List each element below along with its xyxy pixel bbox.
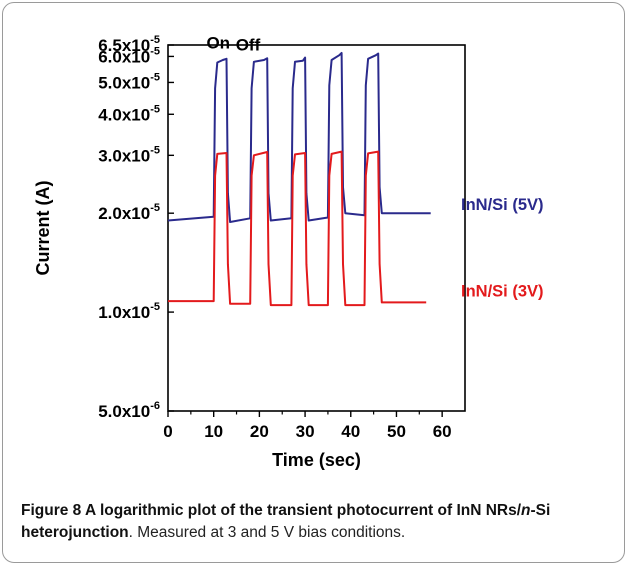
- y-tick-label: 2.0x10-5: [98, 202, 160, 223]
- y-tick-mantissa: 6.5x10: [98, 36, 150, 55]
- y-tick-label: 4.0x10-5: [98, 103, 160, 124]
- x-tick-label: 30: [296, 422, 315, 441]
- y-tick-exponent: -5: [150, 45, 160, 57]
- x-tick-label: 50: [387, 422, 406, 441]
- caption-figure-label: Figure 8: [21, 502, 82, 519]
- x-tick-label: 0: [163, 422, 172, 441]
- figure-frame: 5.0x10-6 1.0x10-5 2.0x10-5 3.0x10-5 4.0x10-5…: [2, 2, 625, 563]
- y-tick-mantissa: 6.0x10: [98, 47, 150, 66]
- series-line-5v: [167, 51, 431, 223]
- y-tick-exponent: -5: [150, 71, 160, 83]
- y-tick-mantissa: 3.0x10: [98, 146, 150, 165]
- figure-caption: Figure 8 A logarithmic plot of the trans…: [21, 500, 619, 544]
- y-tick-exponent: -5: [150, 301, 160, 313]
- y-tick-label: 6.0x10-5: [98, 45, 160, 66]
- legend-label-5v: InN/Si (5V): [461, 196, 544, 214]
- y-tick-exponent: -5: [150, 34, 160, 46]
- y-tick-label: 3.0x10-5: [98, 144, 160, 165]
- x-tick-label: 10: [204, 422, 223, 441]
- legend-label-3v: InN/Si (3V): [461, 282, 544, 300]
- y-tick-exponent: -5: [150, 202, 160, 214]
- x-axis-title: Time (sec): [272, 450, 361, 470]
- y-tick-mantissa: 5.0x10: [98, 73, 150, 92]
- series-line-3v: [168, 150, 427, 307]
- y-tick-exponent: -6: [150, 400, 160, 412]
- annotation-label: Off: [236, 36, 261, 55]
- caption-rest: . Measured at 3 and 5 V bias conditions.: [128, 524, 406, 541]
- caption-title-part2: -Si heterojunction: [21, 502, 551, 541]
- y-tick-mantissa: 1.0x10: [98, 303, 150, 322]
- y-tick-mantissa: 4.0x10: [98, 105, 150, 124]
- y-tick-exponent: -5: [150, 103, 160, 115]
- y-tick-exponent: -5: [150, 144, 160, 156]
- y-tick-label: 1.0x10-5: [98, 301, 160, 322]
- y-tick-label: 5.0x10-5: [98, 71, 160, 92]
- x-tick-label: 20: [250, 422, 269, 441]
- annotation-label: On: [206, 33, 230, 52]
- plot-frame: [167, 44, 466, 412]
- x-tick-label: 60: [433, 422, 452, 441]
- y-axis-title: Current (A): [33, 181, 53, 276]
- y-tick-mantissa: 2.0x10: [98, 204, 150, 223]
- transient-photocurrent-chart: 5.0x10-61.0x10-52.0x10-53.0x10-54.0x10-5…: [33, 33, 544, 470]
- x-tick-label: 40: [341, 422, 360, 441]
- y-tick-label: 5.0x10-6: [98, 400, 160, 421]
- caption-title: Figure 8 A logarithmic plot of the trans…: [21, 502, 550, 541]
- y-tick-mantissa: 5.0x10: [98, 402, 150, 421]
- plot-area: 5.0x10-61.0x10-52.0x10-53.0x10-54.0x10-5…: [33, 33, 544, 470]
- y-tick-label: 6.5x10-5: [98, 34, 160, 55]
- caption-title-part1: A logarithmic plot of the transient phot…: [81, 502, 522, 519]
- caption-title-italic: n: [521, 502, 531, 519]
